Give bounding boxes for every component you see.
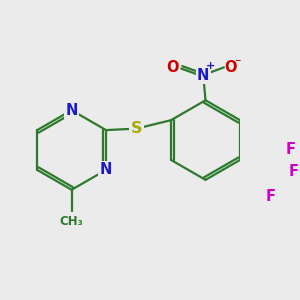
Text: N: N	[197, 68, 209, 82]
Text: S: S	[131, 121, 142, 136]
Text: F: F	[286, 142, 296, 158]
Text: +: +	[206, 61, 215, 71]
Text: F: F	[288, 164, 298, 179]
Text: F: F	[266, 189, 276, 204]
Text: CH₃: CH₃	[60, 215, 83, 228]
Text: N: N	[65, 103, 78, 118]
Text: O: O	[166, 60, 179, 75]
Text: ⁻: ⁻	[235, 57, 241, 70]
Text: N: N	[100, 162, 112, 177]
Text: O: O	[225, 60, 237, 75]
